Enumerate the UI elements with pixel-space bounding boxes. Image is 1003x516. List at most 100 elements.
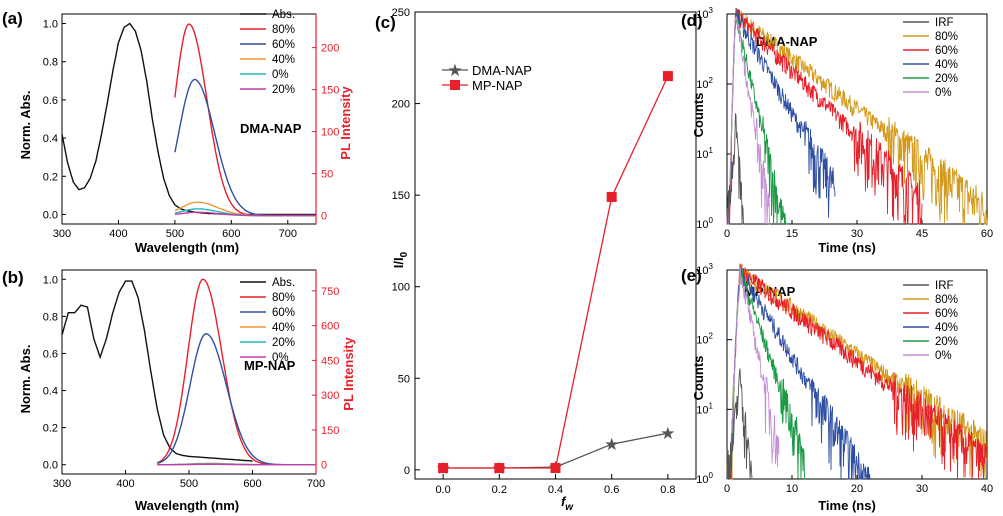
panel-e-series-4: [726, 269, 805, 480]
panel-a-ytick-left-label-0: 0.0: [43, 209, 58, 221]
panel-c-xtick-label-2: 0.4: [548, 484, 563, 496]
panel-b: (b) MP-NAP Wavelength (nm) Norm. Abs. PL…: [2, 268, 356, 513]
panel-a-legend-label-2: 60%: [272, 39, 295, 51]
panel-a-ylabel-left: Norm. Abs.: [18, 91, 33, 160]
panel-a: (a) DMA-NAP Wavelength (nm) Norm. Abs. P…: [2, 9, 353, 255]
panel-e-xtick-label-4: 40: [981, 483, 993, 495]
panel-b-xtick-label-1: 400: [116, 478, 134, 490]
panel-c-marker-1-2: [550, 463, 561, 474]
panel-d-xtick-label-3: 45: [916, 228, 928, 240]
panel-e-ytick-label-1: 101: [696, 401, 713, 416]
panel-a-xlabel: Wavelength (nm): [135, 240, 239, 255]
panel-a-legend-label-5: 20%: [272, 84, 295, 96]
panel-a-legend-label-1: 80%: [272, 24, 295, 36]
panel-c-legend-marker-1: [450, 80, 460, 90]
panel-e-xtick-label-3: 30: [916, 483, 928, 495]
panel-e-series-3: [726, 267, 871, 480]
panel-d-legend-label-0: IRF: [935, 17, 954, 29]
panel-a-ytick-right-label-1: 50: [321, 169, 333, 181]
panel-e-series-2: [726, 263, 987, 480]
panel-d-xtick-label-2: 30: [851, 228, 863, 240]
panel-c-marker-0-3: ★: [604, 435, 619, 454]
panel-a-series-1: [174, 23, 316, 217]
panel-e-xlabel: Time (ns): [818, 498, 876, 513]
panel-d-series-3: [726, 7, 836, 225]
panel-d-ylabel: Counts: [691, 93, 706, 138]
panel-e: (e) MP-NAP Time (ns) Counts 0 10 20 30 40100…: [681, 262, 993, 513]
panel-e-series-5: [727, 265, 780, 480]
panel-b-ytick-left-label-3: 0.6: [43, 348, 58, 360]
panel-e-xtick-label-2: 20: [851, 483, 863, 495]
panel-d-legend-label-4: 20%: [935, 73, 958, 85]
panel-b-legend-label-2: 60%: [272, 307, 295, 319]
panel-a-letter: (a): [2, 9, 23, 28]
panel-b-ytick-right-label-4: 600: [321, 321, 339, 333]
panel-b-xtick-label-2: 500: [180, 478, 198, 490]
panel-a-ytick-right-label-2: 100: [321, 127, 339, 139]
panel-d-xtick-label-1: 15: [786, 228, 798, 240]
panel-a-legend-label-0: Abs.: [272, 9, 295, 21]
panel-e-legend-label-1: 80%: [935, 294, 958, 306]
panel-d-ytick-label-1: 101: [696, 146, 713, 161]
panel-c-marker-1-4: [662, 71, 673, 82]
panel-e-legend-label-5: 0%: [935, 350, 952, 362]
panel-a-xtick-label-3: 600: [222, 228, 240, 240]
panel-e-ylabel: Counts: [691, 356, 706, 401]
panel-a-series-5: [174, 211, 316, 217]
panel-c-xtick-label-0: 0.0: [435, 484, 450, 496]
panel-e-legend-label-2: 60%: [935, 308, 958, 320]
panel-c-plot: 0.00.20.40.60.8050100150200250★★★★★★DMA-…: [392, 7, 697, 496]
panel-b-ytick-right-label-5: 750: [321, 286, 339, 298]
panel-c-ytick-label-0: 0: [404, 465, 410, 477]
panel-a-ylabel-right: PL Intensity: [338, 86, 353, 160]
panel-b-legend-label-5: 0%: [272, 352, 289, 364]
panel-b-ytick-left-label-4: 0.8: [43, 311, 58, 323]
panel-a-ytick-left-label-1: 0.2: [43, 171, 58, 183]
panel-c-ytick-label-5: 250: [392, 7, 410, 19]
panel-d-series-2: [726, 9, 923, 225]
panel-c-legend-marker-0: ★: [447, 61, 462, 80]
panel-b-ytick-right-label-0: 0: [321, 460, 327, 472]
panel-d-letter: (d): [681, 11, 703, 30]
panel-a-xtick-label-0: 300: [53, 228, 71, 240]
panel-a-ytick-left-label-3: 0.6: [43, 95, 58, 107]
panel-d-series-5: [726, 16, 770, 225]
panel-e-xtick-label-0: 0: [724, 483, 730, 495]
panel-a-xtick-label-4: 700: [279, 228, 297, 240]
panel-a-ytick-left-label-5: 1.0: [43, 19, 58, 31]
panel-d-legend-label-3: 40%: [935, 59, 958, 71]
panel-b-ytick-left-label-0: 0.0: [43, 460, 58, 472]
panel-a-ytick-right-label-0: 0: [321, 211, 327, 223]
panel-c-series-line-1: [443, 75, 669, 469]
panel-e-xtick-label-1: 10: [786, 483, 798, 495]
panel-b-ytick-right-label-3: 450: [321, 355, 339, 367]
panel-d-ytick-label-3: 103: [696, 6, 713, 21]
panel-d-xlabel: Time (ns): [818, 240, 876, 255]
panel-d: (d) DMA-NAP Time (ns) Counts 0 15 30 45 6010…: [681, 6, 993, 255]
panel-b-xtick-label-3: 600: [243, 478, 261, 490]
panel-e-series-0: [726, 368, 753, 480]
panel-c-legend-label-0: DMA-NAP: [472, 63, 532, 78]
panel-c-marker-0-4: ★: [660, 424, 675, 443]
panel-c-xtick-label-1: 0.2: [492, 484, 507, 496]
panel-b-plot: 300 400 500 600 700 0.0 0.2 0.4 0.6 0.8 1.0 0 150 300…: [43, 269, 339, 490]
panel-b-xtick-label-4: 700: [307, 478, 325, 490]
panel-a-series-0: [61, 22, 316, 216]
panel-b-legend-label-4: 20%: [272, 337, 295, 349]
panel-c-ytick-label-3: 150: [392, 190, 410, 202]
panel-e-ytick-label-2: 102: [696, 332, 713, 347]
panel-c-xtick-label-3: 0.6: [604, 484, 619, 496]
panel-a-legend-label-3: 40%: [272, 54, 295, 66]
panel-c-marker-1-3: [606, 191, 617, 202]
panel-d-xtick-label-0: 0: [724, 228, 730, 240]
panel-a-ytick-right-label-4: 200: [321, 43, 339, 55]
panel-d-plot: 0 15 30 45 60 100 101 102 103 IRF 80% 60% 40% 20% 0%: [696, 6, 993, 240]
panel-d-series-0: [726, 113, 744, 225]
panel-b-ylabel-right: PL Intensity: [341, 337, 356, 411]
panel-e-letter: (e): [681, 266, 702, 285]
panel-e-ytick-label-0: 100: [696, 471, 713, 486]
panel-a-xtick-label-2: 500: [166, 228, 184, 240]
panel-a-plot: 300 400 500 600 700 0.0 0.2 0.4 0.6 0.8 1.0 0 50 100 1…: [43, 9, 340, 240]
panel-d-legend-label-1: 80%: [935, 31, 958, 43]
